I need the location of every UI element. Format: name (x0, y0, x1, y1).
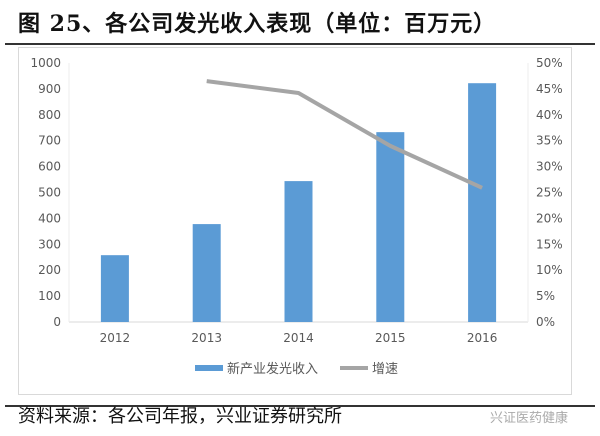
bar-2014 (284, 181, 313, 322)
left-tick-label: 800 (38, 108, 61, 122)
bar-2015 (376, 132, 405, 322)
right-tick-label: 15% (536, 237, 563, 251)
right-tick-label: 45% (536, 82, 563, 96)
x-tick-label: 2013 (191, 331, 222, 345)
legend-label-line: 增速 (372, 362, 398, 377)
top-rule (5, 43, 595, 45)
left-tick-label: 1000 (30, 56, 61, 70)
right-tick-label: 35% (536, 134, 563, 148)
x-tick-label: 2014 (283, 331, 314, 345)
right-tick-label: 40% (536, 108, 563, 122)
right-tick-label: 30% (536, 160, 563, 174)
x-tick-label: 2016 (467, 331, 498, 345)
x-tick-label: 2015 (375, 331, 406, 345)
bar-2016 (468, 83, 497, 323)
left-tick-label: 400 (38, 211, 61, 225)
growth-line (206, 79, 483, 190)
left-tick-label: 200 (38, 263, 61, 277)
right-tick-label: 20% (536, 211, 563, 225)
left-tick-label: 0 (53, 315, 61, 329)
legend-swatch-bar (195, 365, 223, 371)
right-tick-label: 5% (536, 289, 555, 303)
watermark: 兴证医药健康 (490, 411, 569, 426)
chart-frame (18, 47, 572, 395)
right-tick-label: 0% (536, 315, 555, 329)
bar-2013 (192, 224, 221, 322)
chart-title: 图 25、各公司发光收入表现（单位：百万元） (18, 11, 497, 37)
legend-label-bar: 新产业发光收入 (227, 361, 318, 377)
bar-2012 (100, 255, 129, 322)
source-note: 资料来源：各公司年报，兴业证券研究所 (18, 406, 342, 427)
bottom-rule (5, 405, 595, 407)
left-tick-label: 300 (38, 237, 61, 251)
right-tick-label: 25% (536, 186, 563, 200)
right-tick-label: 50% (536, 56, 563, 70)
x-tick-label: 2012 (100, 331, 131, 345)
left-tick-label: 600 (38, 160, 61, 174)
left-tick-label: 700 (38, 134, 61, 148)
right-tick-label: 10% (536, 263, 563, 277)
left-tick-label: 500 (38, 186, 61, 200)
left-tick-label: 100 (38, 289, 61, 303)
left-tick-label: 900 (38, 82, 61, 96)
